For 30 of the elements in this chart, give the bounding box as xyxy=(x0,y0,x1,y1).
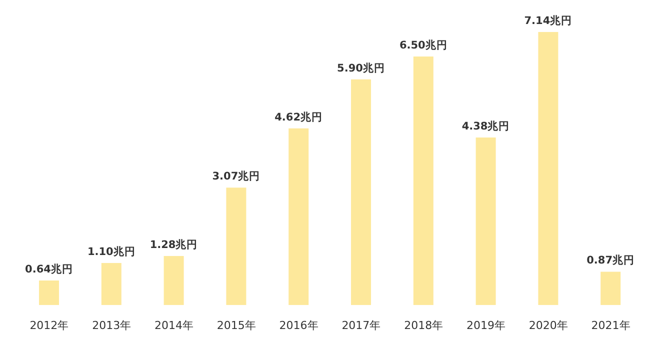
bar xyxy=(164,256,184,305)
data-label: 6.50兆円 xyxy=(399,38,448,52)
x-tick-label: 2020年 xyxy=(528,318,568,332)
data-label: 4.38兆円 xyxy=(462,120,510,133)
bar xyxy=(39,280,59,305)
bar xyxy=(413,56,434,305)
data-label: 0.87兆円 xyxy=(586,254,635,267)
data-label: 0.64兆円 xyxy=(25,262,73,276)
bar xyxy=(101,262,122,305)
x-tick-label: 2018年 xyxy=(404,318,444,332)
bar xyxy=(288,128,309,305)
x-tick-label: 2012年 xyxy=(30,318,69,332)
x-tick-label: 2013年 xyxy=(92,318,132,332)
x-tick-label: 2014年 xyxy=(154,318,194,332)
data-label: 4.62兆円 xyxy=(274,110,323,124)
x-tick-label: 2019年 xyxy=(466,318,506,332)
data-label: 5.90兆円 xyxy=(337,61,385,74)
x-tick-label: 2021年 xyxy=(591,318,630,332)
x-tick-label: 2016年 xyxy=(279,318,318,332)
bar xyxy=(538,32,558,305)
bar xyxy=(476,138,496,305)
data-label: 3.07兆円 xyxy=(212,170,260,183)
x-tick-label: 2015年 xyxy=(216,318,256,332)
data-label: 1.28兆円 xyxy=(150,238,198,252)
bar xyxy=(351,79,371,305)
bar xyxy=(226,188,246,305)
bar xyxy=(600,272,621,305)
data-label: 1.10兆円 xyxy=(87,244,136,258)
x-tick-label: 2017年 xyxy=(342,318,381,332)
data-label: 7.14兆円 xyxy=(524,14,572,27)
